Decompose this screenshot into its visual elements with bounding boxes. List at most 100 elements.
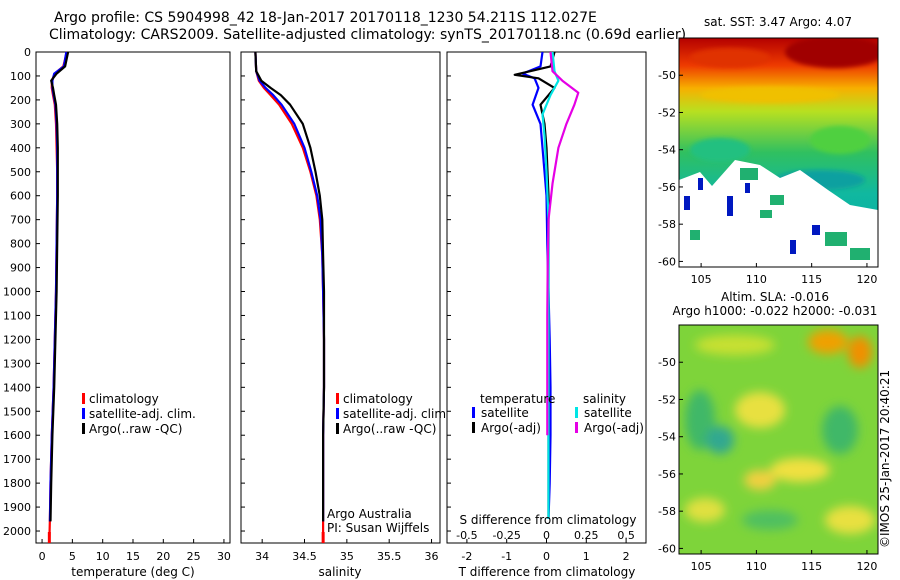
map-y-tick-label: -58 bbox=[658, 218, 676, 231]
map-x-tick-label: 110 bbox=[746, 560, 767, 573]
depth-tick-label: 800 bbox=[10, 238, 31, 251]
map-y-tick-label: -58 bbox=[658, 505, 676, 518]
depth-tick-label: 1400 bbox=[3, 381, 31, 394]
legend-label: climatology bbox=[343, 392, 413, 406]
difference-panel: -2 -1 0 1 2 S difference from climatology -0… bbox=[446, 51, 647, 579]
x-tick-label: 15 bbox=[126, 550, 140, 563]
timestamp-stamp: ©IMOS 25-Jan-2017 20:40:21 bbox=[878, 370, 892, 548]
depth-axis: 0 100 200 300 400 500 600 700 800 900 1000 1100 1200… bbox=[3, 46, 40, 538]
x-tick-label: 20 bbox=[156, 550, 170, 563]
legend-label: satellite bbox=[584, 406, 632, 420]
map-y-tick-label: -50 bbox=[658, 356, 676, 369]
map-y-tick-label: -54 bbox=[658, 144, 676, 157]
legend-label: Argo(-adj) bbox=[481, 421, 541, 435]
legend-swatch bbox=[472, 407, 475, 418]
climatology-bottom-marker bbox=[321, 532, 325, 543]
temperature-axes-box bbox=[35, 51, 231, 544]
x-tick-label: 10 bbox=[96, 550, 110, 563]
series-argo-raw-qc bbox=[254, 51, 326, 522]
map-y-tick-label: -60 bbox=[658, 542, 676, 555]
x-tick-label: 30 bbox=[217, 550, 231, 563]
sla-map-subtitle: Argo h1000: -0.022 h2000: -0.031 bbox=[673, 304, 878, 318]
x-tick-label: 35 bbox=[340, 550, 354, 563]
salinity-axis-label: salinity bbox=[318, 565, 361, 579]
salinity-x-axis: 34 34.5 35 35.5 36 bbox=[255, 539, 439, 563]
x-tick-label: 34.5 bbox=[292, 550, 317, 563]
map-x-tick-label: 115 bbox=[801, 560, 822, 573]
s-tick-label: -0.5 bbox=[456, 529, 477, 542]
s-tick-label: 0 bbox=[543, 529, 550, 542]
institution-credit: Argo Australia bbox=[327, 507, 412, 521]
map-x-tick-label: 110 bbox=[746, 273, 767, 286]
legend-group-title: salinity bbox=[583, 392, 626, 406]
x-tick-label: 36 bbox=[425, 550, 439, 563]
map-y-tick-label: -56 bbox=[658, 181, 676, 194]
legend-swatch bbox=[575, 407, 578, 418]
x-tick-label: 1 bbox=[583, 550, 590, 563]
legend-label: Argo(..raw -QC) bbox=[89, 422, 182, 436]
s-difference-ticks: -0.5 -0.25 0 0.25 0.5 bbox=[456, 529, 635, 542]
legend-swatch bbox=[336, 393, 339, 404]
depth-tick-label: 1500 bbox=[3, 405, 31, 418]
map-y-tick-label: -50 bbox=[658, 69, 676, 82]
depth-tick-label: 600 bbox=[10, 190, 31, 203]
x-tick-label: 0 bbox=[39, 550, 46, 563]
legend-group-title: temperature bbox=[480, 392, 555, 406]
sla-map-frame bbox=[678, 324, 879, 555]
pi-credit: PI: Susan Wijffels bbox=[327, 521, 429, 535]
difference-profiles bbox=[447, 51, 580, 532]
depth-tick-label: 200 bbox=[10, 94, 31, 107]
x-tick-label: 35.5 bbox=[377, 550, 402, 563]
sla-map-axes: 105 110 115 120 -60 -58 -56 -54 -52 -50 bbox=[658, 356, 877, 573]
map-x-tick-label: 120 bbox=[856, 560, 877, 573]
difference-legend: temperaturesatelliteArgo(-adj)salinitysa… bbox=[472, 392, 644, 435]
sst-map-panel: sat. SST: 3.47 Argo: 4.07 bbox=[658, 15, 879, 286]
x-tick-label: -1 bbox=[501, 550, 512, 563]
depth-tick-label: 1000 bbox=[3, 286, 31, 299]
map-y-tick-label: -54 bbox=[658, 431, 676, 444]
climatology-title: Climatology: CARS2009. Satellite-adjuste… bbox=[49, 27, 687, 43]
depth-tick-label: 100 bbox=[10, 70, 31, 83]
t-difference-label: T difference from climatology bbox=[458, 565, 636, 579]
map-y-tick-label: -52 bbox=[658, 106, 676, 119]
s-tick-label: 0.5 bbox=[617, 529, 635, 542]
legend-label: satellite-adj. clim. bbox=[89, 407, 196, 421]
temperature-panel: 0100200300400500600700800900100011001200… bbox=[3, 46, 231, 579]
sla-heatmap bbox=[679, 325, 878, 554]
temperature-x-axis: 0 5 10 15 20 25 30 bbox=[39, 539, 231, 563]
depth-tick-label: 1900 bbox=[3, 501, 31, 514]
legend-swatch bbox=[82, 408, 85, 419]
x-tick-label: -2 bbox=[461, 550, 472, 563]
salinity-panel: 34 34.5 35 35.5 36 salinity climatologysatel… bbox=[240, 51, 450, 579]
temperature-profiles bbox=[47, 51, 70, 544]
depth-tick-label: 1100 bbox=[3, 309, 31, 322]
x-tick-label: 34 bbox=[255, 550, 269, 563]
sst-map-title: sat. SST: 3.47 Argo: 4.07 bbox=[704, 15, 852, 29]
temperature-axis-label: temperature (deg C) bbox=[71, 565, 194, 579]
legend-label: Argo(-adj) bbox=[584, 421, 644, 435]
s-tick-label: -0.25 bbox=[492, 529, 520, 542]
legend-swatch bbox=[336, 408, 339, 419]
legend-swatch bbox=[472, 422, 475, 433]
legend-swatch bbox=[82, 423, 85, 434]
legend-label: satellite-adj. clim. bbox=[343, 407, 450, 421]
depth-tick-label: 2000 bbox=[3, 525, 31, 538]
depth-tick-label: 1200 bbox=[3, 333, 31, 346]
profile-title: Argo profile: CS 5904998_42 18-Jan-2017 … bbox=[54, 10, 597, 26]
depth-tick-label: 300 bbox=[10, 118, 31, 131]
depth-tick-label: 1600 bbox=[3, 429, 31, 442]
depth-tick-label: 700 bbox=[10, 214, 31, 227]
sla-map-title: Altim. SLA: -0.016 bbox=[721, 290, 829, 304]
series-salinity-argo-adj bbox=[546, 51, 580, 436]
depth-tick-label: 0 bbox=[24, 46, 31, 59]
legend-label: Argo(..raw -QC) bbox=[343, 422, 436, 436]
depth-tick-label: 1800 bbox=[3, 477, 31, 490]
sst-map-axes: 105 110 115 120 -60 -58 -56 -54 -52 -50 bbox=[658, 69, 877, 286]
map-x-tick-label: 105 bbox=[691, 273, 712, 286]
depth-tick-label: 1300 bbox=[3, 357, 31, 370]
x-tick-label: 25 bbox=[187, 550, 201, 563]
depth-tick-label: 900 bbox=[10, 262, 31, 275]
